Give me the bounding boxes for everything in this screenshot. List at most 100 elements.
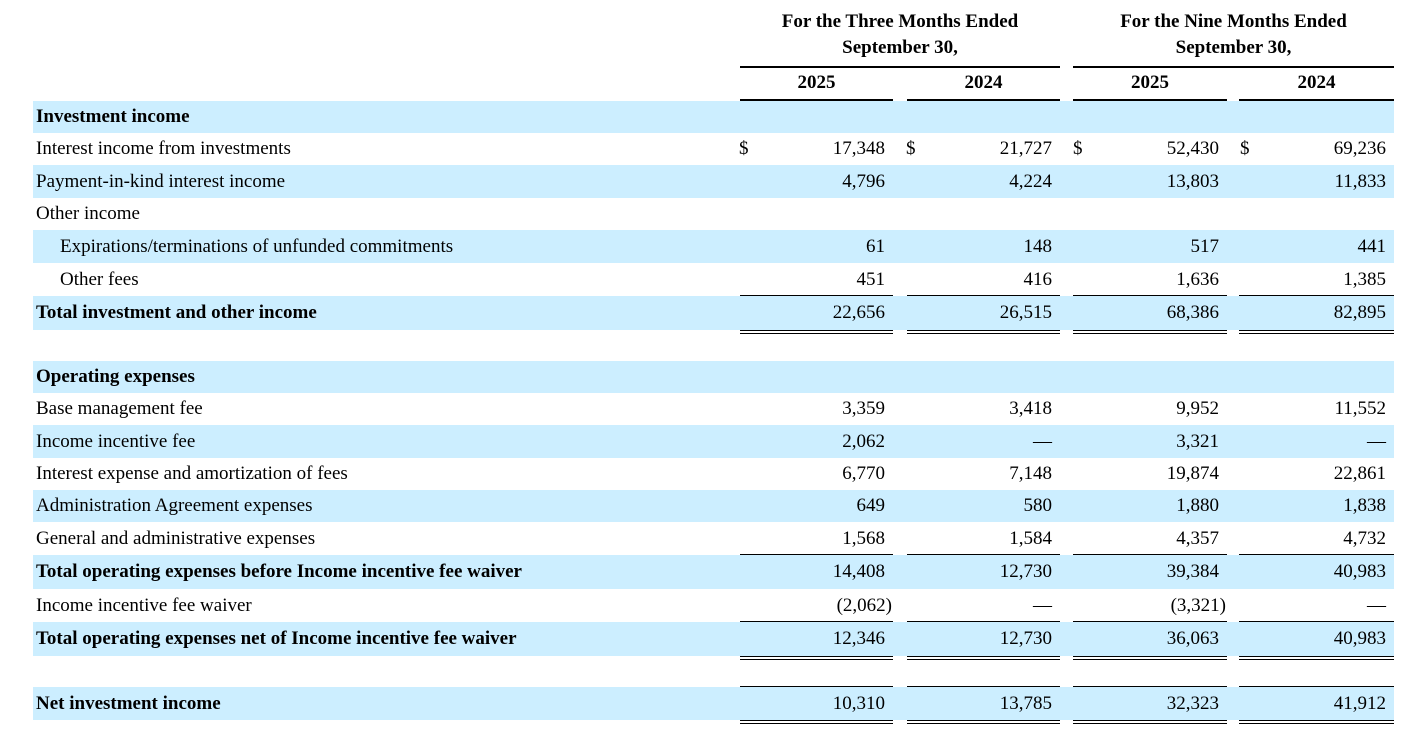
row-label: Income incentive fee waiver [36,595,252,616]
year-header: 2025 [1131,72,1169,93]
double-underline [1073,659,1227,660]
cell-value: (3,321) [1170,595,1226,616]
double-underline [1239,720,1394,721]
double-underline [1239,723,1394,724]
underline [1073,295,1227,296]
year-header: 2024 [1297,72,1336,93]
underline [1239,295,1394,296]
header-rule [740,66,1060,68]
double-underline [907,720,1060,721]
cell-value: 69,236 [1333,138,1386,159]
double-underline [740,723,893,724]
row-band [33,490,1394,522]
cell-value: 41,912 [1333,693,1386,714]
row-heading: Total investment and other income [36,302,317,323]
cell-value: 416 [1023,269,1053,290]
cell-value: 22,861 [1333,463,1386,484]
cell-value: 1,568 [842,528,885,549]
cell-value: (2,062) [836,595,892,616]
double-underline [907,330,1060,331]
double-underline [740,656,893,657]
cell-value: 1,584 [1009,528,1052,549]
cell-value: 441 [1357,236,1387,257]
cell-value: 11,833 [1334,171,1386,192]
row-label: Other fees [60,269,139,290]
overline [740,686,893,687]
cell-value: 13,803 [1166,171,1219,192]
cell-value: — [1367,595,1386,616]
cell-value: 649 [856,495,886,516]
row-heading: Total operating expenses net of Income i… [36,628,517,649]
cell-value: 7,148 [1009,463,1052,484]
currency-symbol: $ [1240,138,1250,159]
cell-value: 68,386 [1166,302,1219,323]
cell-value: 21,727 [999,138,1052,159]
cell-value: 4,732 [1343,528,1386,549]
row-label: General and administrative expenses [36,528,316,549]
cell-value: 148 [1023,236,1053,257]
year-rule [907,99,1060,102]
cell-value: — [1033,595,1052,616]
row-heading: Operating expenses [36,366,195,387]
row-heading: Net investment income [36,693,221,714]
year-rule [740,99,893,102]
row-band [33,622,1394,656]
overline [1239,686,1394,687]
cell-value: 4,224 [1009,171,1052,192]
cell-value: 12,730 [999,561,1052,582]
double-underline [907,656,1060,657]
cell-value: 13,785 [999,693,1052,714]
year-header: 2024 [964,72,1003,93]
cell-value: 19,874 [1166,463,1219,484]
double-underline [740,333,893,334]
year-rule [1073,99,1227,102]
row-band [33,687,1394,720]
cell-value: 26,515 [999,302,1052,323]
cell-value: 3,418 [1009,398,1052,419]
row-label: Expirations/terminations of unfunded com… [60,236,454,257]
cell-value: 14,408 [832,561,885,582]
row-label: Base management fee [36,398,203,419]
row-band [33,555,1394,589]
header-rule [1073,66,1394,68]
row-band [33,361,1394,393]
cell-value: 6,770 [842,463,885,484]
row-band [33,425,1394,458]
double-underline [740,659,893,660]
cell-value: 61 [866,236,885,257]
row-label: Income incentive fee [36,431,196,452]
double-underline [740,720,893,721]
cell-value: 3,321 [1176,431,1219,452]
underline [740,295,893,296]
double-underline [1239,330,1394,331]
double-underline [740,330,893,331]
double-underline [1073,720,1227,721]
row-heading: Investment income [36,106,190,127]
cell-value: 82,895 [1333,302,1386,323]
currency-symbol: $ [739,138,749,159]
cell-value: 451 [856,269,886,290]
row-label: Interest income from investments [36,138,291,159]
underline [1239,621,1394,622]
underline [907,554,1060,555]
cell-value: 11,552 [1334,398,1386,419]
underline [740,554,893,555]
cell-value: 9,952 [1176,398,1219,419]
underline [740,621,893,622]
currency-symbol: $ [1073,138,1083,159]
row-band [33,165,1394,198]
row-label: Other income [36,203,140,224]
group-header: September 30, [842,37,958,58]
double-underline [1073,330,1227,331]
row-heading: Total operating expenses before Income i… [36,561,522,582]
cell-value: 40,983 [1333,561,1386,582]
group-header: For the Nine Months Ended [1120,11,1347,32]
cell-value: 40,983 [1333,628,1386,649]
cell-value: 3,359 [842,398,885,419]
year-rule [1239,99,1394,102]
group-header: For the Three Months Ended [781,11,1019,32]
double-underline [1073,723,1227,724]
row-band [33,101,1394,133]
underline [1073,621,1227,622]
